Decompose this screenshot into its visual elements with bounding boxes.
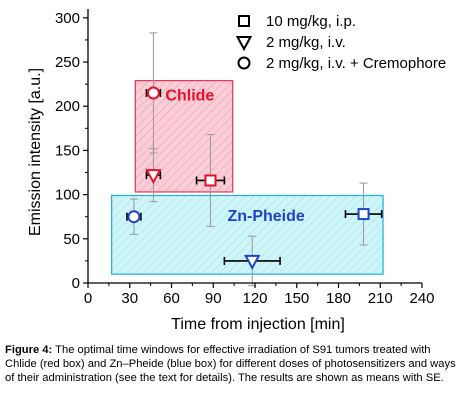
x-tick-label: 150 — [284, 290, 309, 307]
x-tick-label: 90 — [205, 290, 222, 307]
legend-marker-circle — [237, 56, 251, 70]
data-point-triangle-down — [145, 169, 162, 185]
data-point-triangle-down — [244, 254, 261, 271]
y-tick-label: 200 — [55, 98, 80, 115]
legend-marker-triangle-down — [235, 36, 253, 52]
y-tick-label: 150 — [55, 142, 80, 159]
x-tick-label: 180 — [326, 290, 351, 307]
data-point-circle — [146, 86, 160, 100]
x-tick-label: 120 — [242, 290, 267, 307]
region-label: Chlide — [165, 88, 214, 105]
data-point-circle — [127, 210, 141, 224]
x-tick-label: 60 — [163, 290, 180, 307]
figure-caption: Figure 4: The optimal time windows for e… — [5, 343, 458, 385]
caption-text: The optimal time windows for effective i… — [5, 344, 456, 384]
y-tick-label: 100 — [55, 187, 80, 204]
x-axis-title: Time from injection [min] — [171, 316, 345, 333]
y-tick-label: 250 — [55, 54, 80, 71]
data-points-layer — [127, 86, 370, 271]
legend-marker-square — [238, 15, 250, 27]
y-tick-label: 0 — [72, 275, 80, 292]
chart: Chlide Zn-Pheide 0 30 60 90 120 150 180 210 240 0 5… — [27, 9, 446, 333]
x-tick-label: 30 — [121, 290, 138, 307]
x-tick-label: 0 — [84, 290, 92, 307]
y-tick-label: 50 — [63, 231, 80, 248]
data-point-square — [357, 208, 370, 221]
legend-entry: 2 mg/kg, i.v. — [266, 34, 346, 51]
axes-layer: 0 30 60 90 120 150 180 210 240 0 50 100 150 200 250 300 — [55, 9, 435, 307]
y-tick-label: 300 — [55, 10, 80, 27]
x-tick-label: 210 — [368, 290, 393, 307]
legend-entry: 10 mg/kg, i.p. — [266, 13, 356, 30]
x-tick-label: 240 — [409, 290, 434, 307]
y-axis-title: Emission intensity [a.u.] — [27, 68, 44, 236]
legend-entry: 2 mg/kg, i.v. + Cremophore — [266, 55, 446, 72]
legend: 10 mg/kg, i.p. 2 mg/kg, i.v. 2 mg/kg, i.v.… — [235, 13, 446, 72]
caption-label: Figure 4: — [5, 344, 53, 356]
data-point-square — [204, 174, 217, 187]
region-label: Zn-Pheide — [227, 208, 304, 225]
